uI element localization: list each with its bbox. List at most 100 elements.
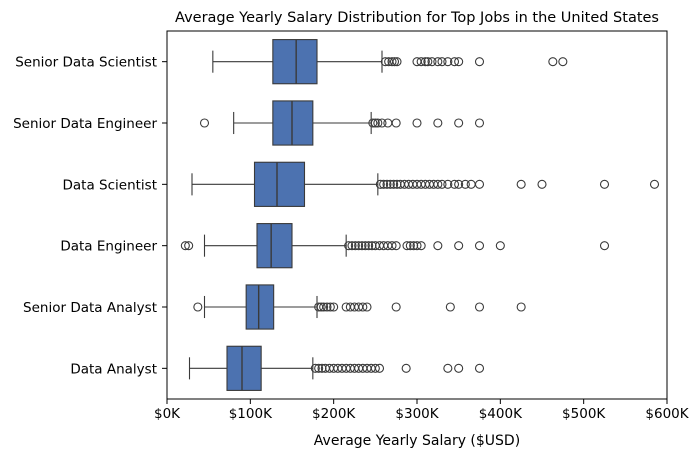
outlier-point: [383, 118, 393, 128]
outlier-point: [379, 179, 389, 189]
outlier-point: [358, 302, 368, 312]
outlier-point: [405, 241, 415, 251]
box-group: [212, 39, 568, 85]
outlier-point: [548, 57, 558, 67]
outlier-point: [380, 57, 390, 67]
outlier-point: [454, 118, 464, 128]
x-tick-label: $200K: [312, 406, 356, 422]
outlier-point: [316, 302, 326, 312]
outlier-point: [382, 179, 392, 189]
outlier-point: [319, 302, 329, 312]
outlier-point: [454, 241, 464, 251]
iqr-box: [256, 223, 293, 269]
iqr-box: [272, 39, 318, 85]
iqr-box: [272, 100, 314, 146]
outlier-point: [350, 241, 360, 251]
outlier-point: [360, 241, 370, 251]
outlier-point: [373, 118, 383, 128]
y-category-label: Senior Data Engineer: [13, 116, 157, 132]
outlier-point: [391, 118, 401, 128]
outlier-point: [454, 179, 464, 189]
outlier-point: [474, 363, 485, 373]
outlier-point: [344, 241, 354, 251]
outlier-point: [449, 57, 460, 67]
box-group: [188, 345, 485, 391]
x-tick-label: $100K: [229, 406, 273, 422]
box-group: [193, 284, 526, 330]
outlier-point: [516, 179, 526, 189]
x-tick-label: $600K: [645, 406, 689, 422]
outlier-point: [416, 57, 426, 67]
outlier-point: [370, 363, 380, 373]
outlier-point: [437, 179, 447, 189]
outlier-point: [364, 241, 374, 251]
outlier-point: [433, 118, 443, 128]
outlier-point: [387, 57, 397, 67]
outlier-point: [558, 57, 568, 67]
y-axis: Senior Data Scientist Senior Data Enginee…: [13, 55, 167, 377]
iqr-box: [226, 345, 262, 391]
outlier-point: [401, 363, 411, 373]
outlier-point: [474, 179, 485, 189]
outlier-point: [599, 179, 610, 189]
outlier-point: [649, 179, 660, 189]
outlier-point: [443, 363, 453, 373]
y-category-label: Data Engineer: [60, 239, 157, 255]
outlier-point: [389, 57, 400, 67]
outlier-point: [389, 179, 399, 189]
x-axis: $0K $100K $200K $300K $400K $500K $600K: [154, 399, 690, 422]
outlier-point: [443, 179, 453, 189]
outlier-point: [420, 57, 430, 67]
iqr-box: [253, 161, 306, 207]
outlier-point: [495, 241, 505, 251]
outlier-point: [193, 302, 203, 312]
chart-title: Average Yearly Salary Distribution for T…: [175, 10, 659, 26]
outlier-point: [375, 179, 385, 189]
box-group: [199, 100, 485, 146]
outlier-point: [370, 118, 380, 128]
outlier-point: [325, 302, 335, 312]
outlier-point: [391, 302, 401, 312]
outlier-point: [387, 241, 397, 251]
x-axis-label: Average Yearly Salary ($USD): [314, 433, 520, 449]
x-tick-label: $500K: [562, 406, 606, 422]
outlier-point: [416, 241, 426, 251]
y-category-label: Data Analyst: [70, 361, 157, 377]
outlier-point: [354, 241, 364, 251]
outlier-point: [466, 179, 476, 189]
outlier-point: [310, 363, 320, 373]
y-category-label: Senior Data Scientist: [15, 55, 157, 71]
outlier-point: [368, 118, 378, 128]
outlier-point: [516, 302, 526, 312]
outlier-point: [314, 363, 324, 373]
outlier-point: [357, 241, 367, 251]
outlier-point: [474, 57, 485, 67]
outlier-point: [423, 57, 433, 67]
outlier-point: [437, 57, 447, 67]
plot-frame: [166, 30, 668, 400]
outlier-point: [433, 57, 443, 67]
x-tick-label: $0K: [154, 406, 181, 422]
outlier-point: [374, 363, 385, 373]
outlier-point: [184, 241, 194, 251]
outlier-point: [392, 57, 402, 67]
box-group: [191, 161, 660, 207]
outlier-point: [391, 241, 401, 251]
outlier-point: [412, 118, 422, 128]
outlier-point: [322, 302, 332, 312]
outlier-point: [347, 241, 357, 251]
outlier-point: [474, 302, 485, 312]
outlier-point: [454, 363, 464, 373]
y-category-label: Data Scientist: [63, 177, 158, 193]
plot-area: [180, 39, 660, 391]
x-tick-label: $400K: [479, 406, 523, 422]
outlier-point: [329, 302, 339, 312]
outlier-point: [199, 118, 210, 128]
outlier-point: [402, 241, 412, 251]
outlier-point: [412, 241, 422, 251]
x-tick-label: $300K: [395, 406, 439, 422]
iqr-box: [245, 284, 275, 330]
outlier-point: [385, 179, 395, 189]
